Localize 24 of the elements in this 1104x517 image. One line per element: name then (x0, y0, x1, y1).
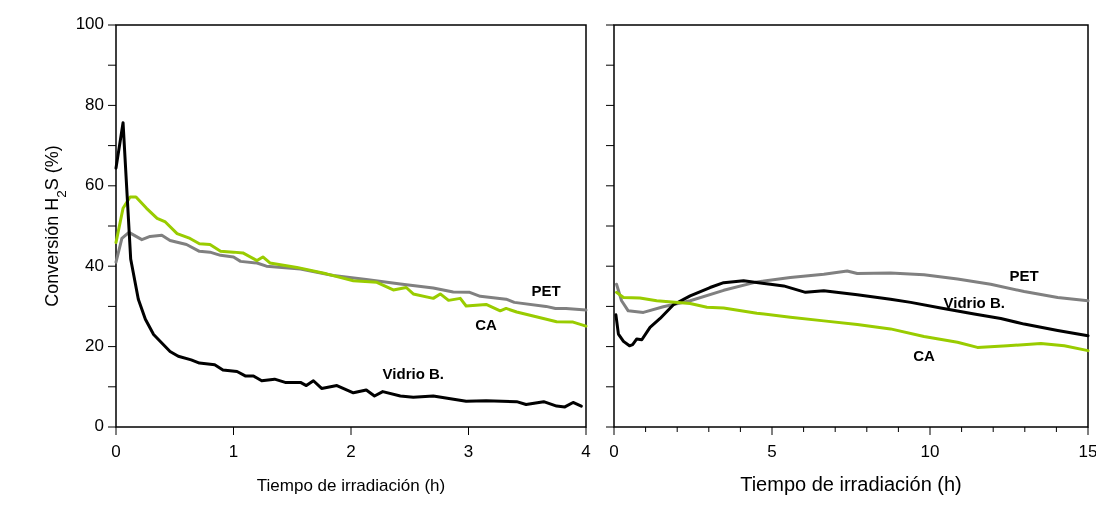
x-axis-title: Tiempo de irradiación (h) (256, 476, 446, 495)
x-tick-label: 1 (228, 442, 239, 462)
series-label: CA (913, 346, 935, 364)
y-tick-label: 60 (85, 175, 104, 195)
y-tick-label: 40 (85, 255, 104, 275)
x-tick-label: 15 (1078, 442, 1098, 462)
series-label: Vidrio B. (943, 294, 1005, 312)
x-tick-label: 10 (920, 442, 940, 462)
x-tick-label: 0 (111, 442, 121, 462)
x-tick-label: 0 (609, 442, 619, 462)
y-tick-label: 80 (85, 94, 104, 114)
series-label: CA (475, 316, 498, 334)
y-tick-label: 100 (75, 14, 104, 34)
series-label: PET (531, 282, 561, 300)
series-label: PET (1009, 267, 1039, 285)
x-tick-label: 2 (346, 442, 356, 462)
x-tick-label: 4 (581, 442, 591, 462)
x-axis-title: Tiempo de irradiación (h) (740, 473, 962, 495)
line-series (114, 195, 588, 328)
x-tick-label: 5 (767, 442, 777, 462)
y-tick-label: 20 (85, 336, 104, 356)
y-tick-label: 0 (94, 416, 104, 436)
x-tick-label: 3 (463, 442, 474, 462)
series-label: Vidrio B. (382, 365, 444, 383)
